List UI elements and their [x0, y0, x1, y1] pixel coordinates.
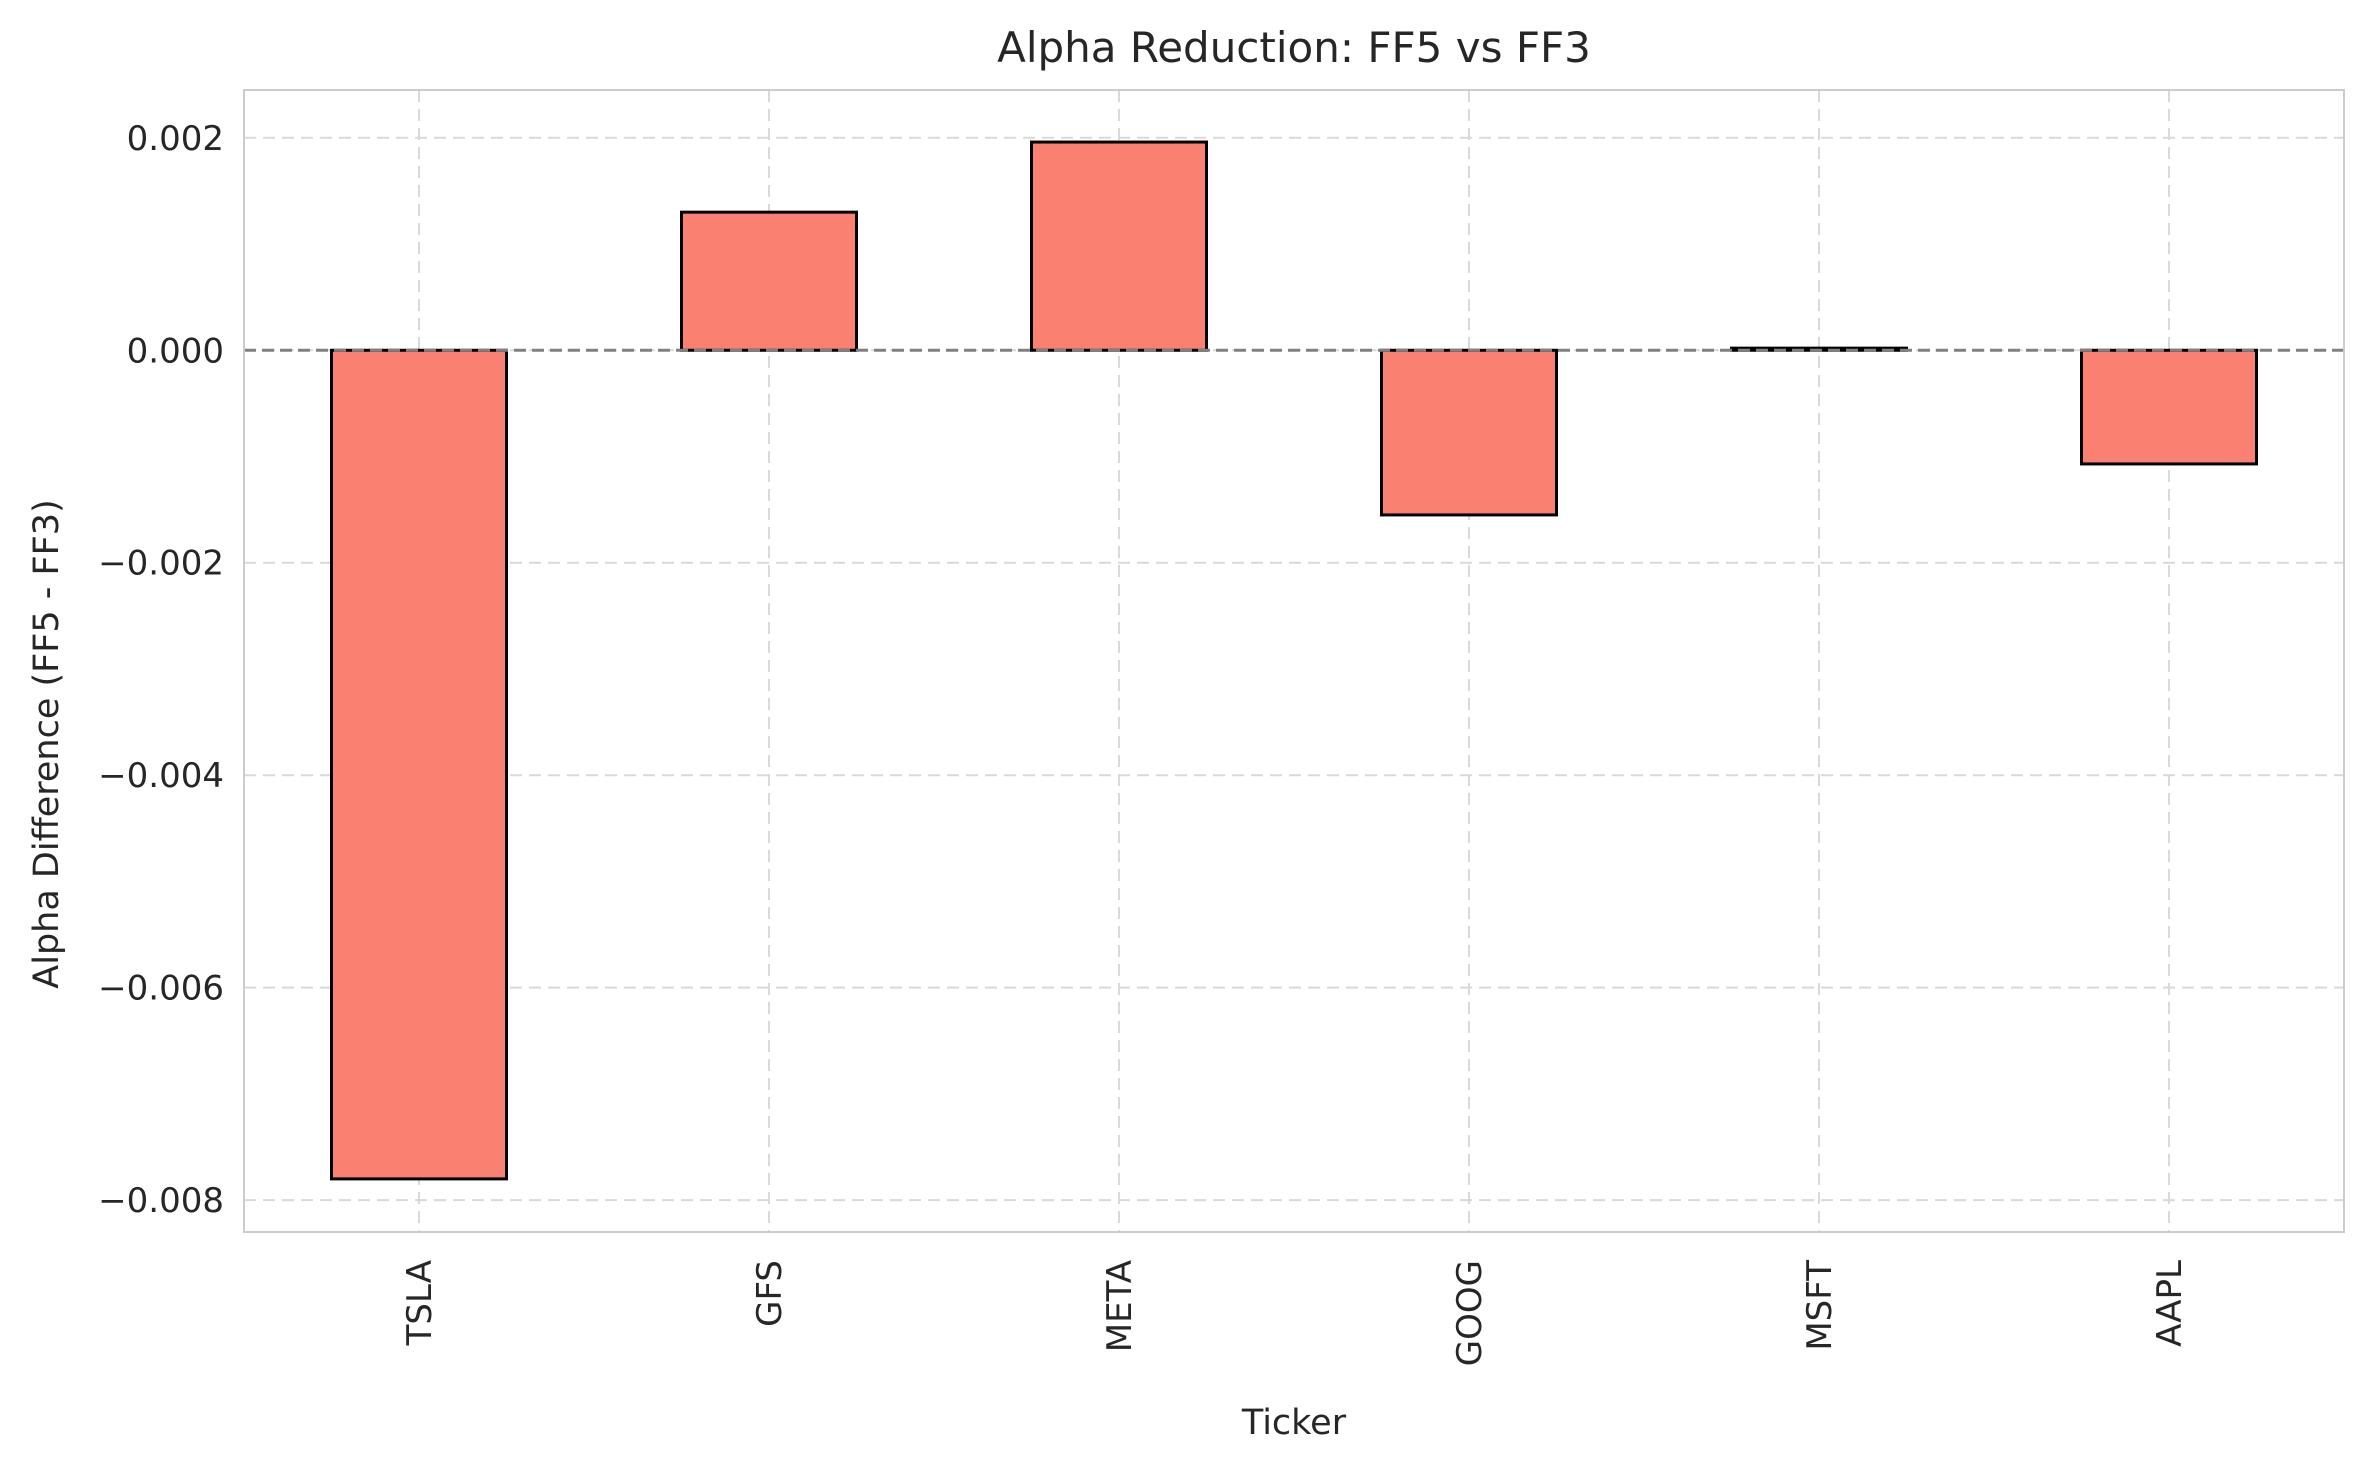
axes-frame: [243, 89, 2345, 1233]
y-tick-label: −0.002: [98, 544, 224, 584]
x-tick-label: TSLA: [400, 1260, 440, 1346]
x-tick-label: GOOG: [1450, 1260, 1490, 1366]
bar-goog: [1380, 348, 1558, 517]
y-tick-label: −0.004: [98, 756, 224, 796]
y-tick-label: −0.008: [98, 1181, 224, 1221]
bars-layer: [330, 140, 2258, 1181]
bar-gfs: [680, 210, 858, 352]
x-tick-label: AAPL: [2150, 1260, 2190, 1347]
y-axis-label: Alpha Difference (FF5 - FF3): [27, 499, 67, 988]
y-tick-label: 0.000: [127, 331, 224, 371]
bar-aapl: [2080, 348, 2258, 466]
x-tick-label: MSFT: [1800, 1260, 1840, 1351]
bar-meta: [1030, 140, 1208, 352]
y-tick-labels: 0.002 0.000 −0.002 −0.004 −0.006 −0.008: [98, 119, 224, 1221]
x-tick-label: META: [1100, 1260, 1140, 1352]
y-tick-label: 0.002: [127, 119, 224, 159]
y-tick-label: −0.006: [98, 969, 224, 1009]
bar-tsla: [330, 348, 508, 1181]
x-axis-label: Ticker: [1241, 1403, 1347, 1443]
grid-layer: [244, 90, 2344, 1232]
x-tick-label: GFS: [750, 1260, 790, 1327]
chart-title: Alpha Reduction: FF5 vs FF3: [997, 23, 1591, 72]
x-tick-labels: TSLA GFS META GOOG MSFT AAPL: [400, 1260, 2190, 1366]
